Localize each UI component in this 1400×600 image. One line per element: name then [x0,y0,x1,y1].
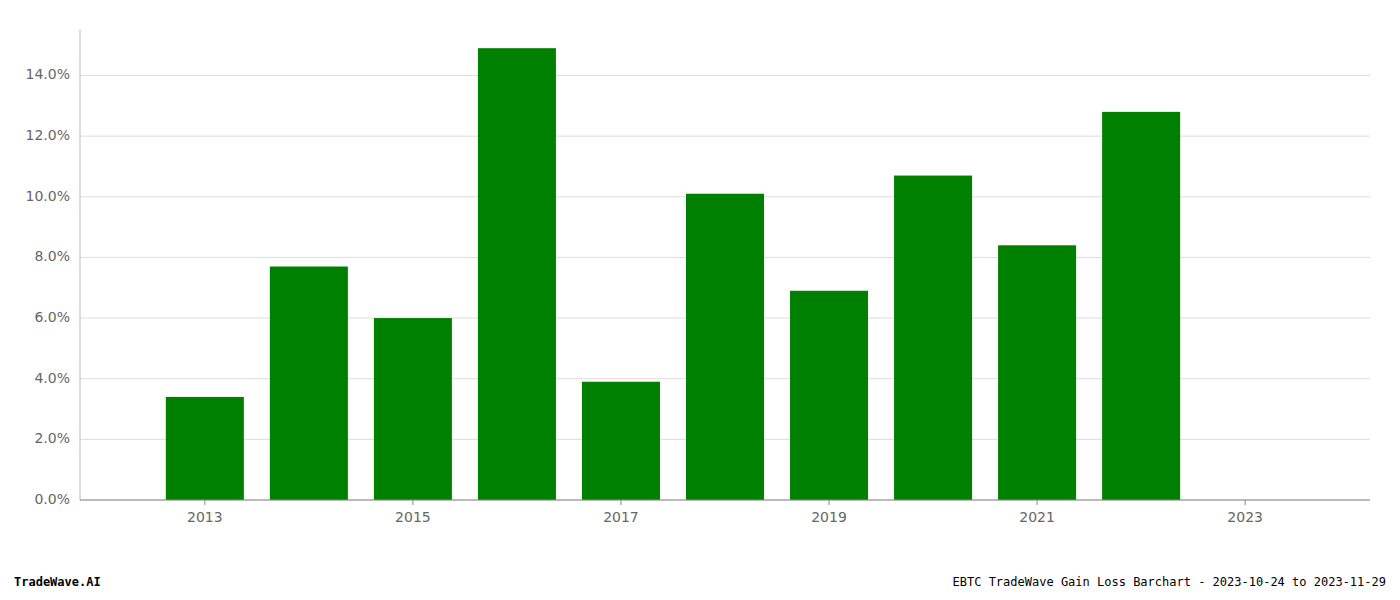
bar [894,176,972,500]
y-tick-label: 2.0% [34,430,70,446]
y-tick-label: 4.0% [34,370,70,386]
x-axis-line [80,500,1370,501]
x-tick [1245,500,1246,505]
grid [80,75,1370,500]
x-tick-label: 2023 [1227,509,1263,525]
bars [166,48,1180,500]
y-tick-label: 14.0% [26,66,70,82]
x-axis: 2013 2015 2017 2019 2021 2023 [80,500,1370,525]
grid-line [80,75,1370,76]
y-tick-label: 8.0% [34,248,70,264]
y-tick-label: 6.0% [34,309,70,325]
x-tick [412,500,413,505]
bar [998,245,1076,500]
y-tick-label: 0.0% [34,491,70,507]
footer-left: TradeWave.AI [14,575,101,589]
chart: 0.0%2.0%4.0%6.0%8.0%10.0%12.0%14.0%20132… [0,0,1400,600]
x-tick [829,500,830,505]
y-tick-label: 10.0% [26,188,70,204]
y-tick-label: 12.0% [26,127,70,143]
bar [582,382,660,500]
y-axis: 0.0% 2.0% 4.0% 6.0% 8.0% 10.0% 12.0% 14.0% [26,30,80,507]
y-axis-line [80,30,81,500]
footer-right: EBTC TradeWave Gain Loss Barchart - 2023… [953,575,1386,589]
x-tick-label: 2019 [811,509,847,525]
bar [790,291,868,500]
bar [686,194,764,500]
x-tick-label: 2015 [395,509,431,525]
x-tick [620,500,621,505]
x-tick-label: 2017 [603,509,639,525]
x-tick-label: 2013 [187,509,223,525]
bar [478,48,556,500]
bar [270,267,348,500]
bar [166,397,244,500]
x-tick-label: 2021 [1019,509,1055,525]
bar [1102,112,1180,500]
page: {"chart_data": {"type": "bar", "x": [201… [0,0,1400,600]
x-tick [1037,500,1038,505]
footer: TradeWave.AI EBTC TradeWave Gain Loss Bar… [14,575,1386,589]
x-tick [204,500,205,505]
grid-line [80,500,1370,501]
bar [374,318,452,500]
